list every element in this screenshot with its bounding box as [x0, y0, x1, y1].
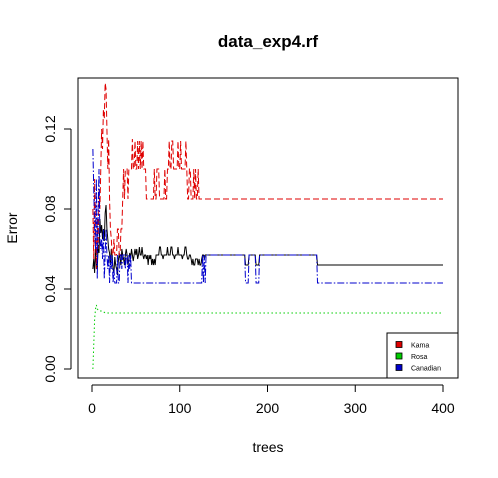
series-line-oob [92, 204, 443, 276]
y-axis: 0.00 0.04 0.08 0.12 [42, 115, 72, 383]
series-line-kama [92, 82, 443, 270]
legend-swatch-canadian [395, 364, 403, 371]
legend: Kama Rosa Canadian [386, 332, 459, 379]
x-tick-label: 200 [256, 400, 280, 416]
series-group [92, 82, 443, 370]
legend-label-kama: Kama [411, 343, 429, 350]
legend-swatch-rosa [395, 352, 403, 360]
y-tick-label: 0.04 [42, 275, 58, 302]
chart-title: data_exp4.rf [218, 32, 318, 51]
legend-label-rosa: Rosa [411, 354, 427, 361]
plot-box [77, 77, 459, 379]
x-tick-label: 300 [344, 400, 368, 416]
x-tick-label: 100 [168, 400, 192, 416]
x-tick-label: 400 [431, 400, 455, 416]
y-axis-label: Error [4, 212, 20, 243]
y-tick-label: 0.12 [42, 115, 58, 142]
series-line-canadian [92, 148, 443, 284]
x-tick-label: 0 [88, 400, 96, 416]
series-line-rosa [92, 304, 443, 370]
y-tick-label: 0.00 [42, 355, 58, 382]
x-axis-label: trees [252, 439, 283, 455]
legend-label-canadian: Canadian [411, 366, 441, 373]
y-tick-label: 0.08 [42, 195, 58, 222]
legend-swatch-kama [395, 341, 403, 348]
x-axis: 0 100 200 300 400 [88, 384, 455, 416]
